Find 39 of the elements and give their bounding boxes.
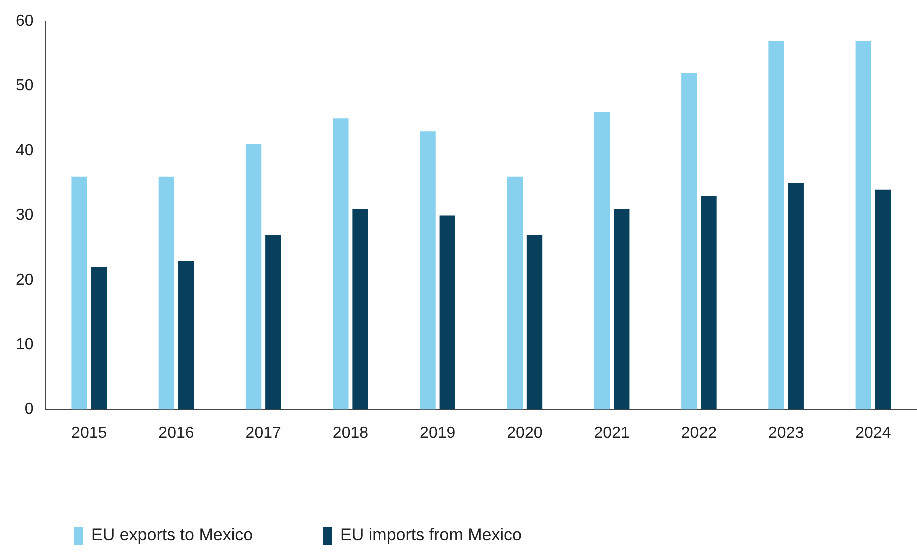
bar (246, 144, 262, 410)
x-tick-label: 2021 (594, 424, 630, 442)
x-tick-label: 2018 (332, 424, 369, 442)
bar (682, 73, 698, 410)
y-tick-label: 30 (16, 207, 34, 224)
x-tick-label: 2023 (768, 424, 804, 442)
bar (420, 132, 436, 410)
x-tick-label: 2024 (856, 424, 892, 442)
bar (875, 190, 892, 410)
bar (352, 209, 368, 410)
x-tick-label: 2017 (246, 424, 282, 442)
x-tick-label: 2020 (507, 424, 543, 442)
bar (594, 112, 610, 410)
y-tick-label: 20 (16, 272, 34, 289)
bar (178, 260, 194, 410)
bar (788, 183, 804, 410)
bar (507, 176, 523, 410)
bar (701, 196, 717, 410)
bar (856, 41, 872, 410)
y-tick-label: 40 (16, 142, 34, 160)
bar (158, 176, 175, 410)
legend-label: EU imports from Mexico (340, 526, 522, 545)
y-tick-label: 0 (24, 401, 34, 418)
bar (614, 209, 630, 410)
bar (72, 176, 88, 410)
y-tick-label: 10 (16, 336, 34, 354)
bar (266, 235, 282, 410)
x-tick-label: 2022 (681, 424, 718, 442)
bar (526, 235, 543, 410)
y-tick-label: 60 (16, 13, 34, 30)
bar (91, 267, 107, 410)
x-tick-label: 2016 (158, 424, 194, 442)
bar (333, 118, 349, 410)
bar (768, 41, 784, 410)
bar (440, 216, 456, 410)
x-tick-label: 2019 (420, 424, 456, 442)
x-tick-label: 2015 (72, 424, 108, 442)
y-tick-label: 50 (16, 78, 34, 95)
legend-label: EU exports to Mexico (92, 526, 254, 545)
